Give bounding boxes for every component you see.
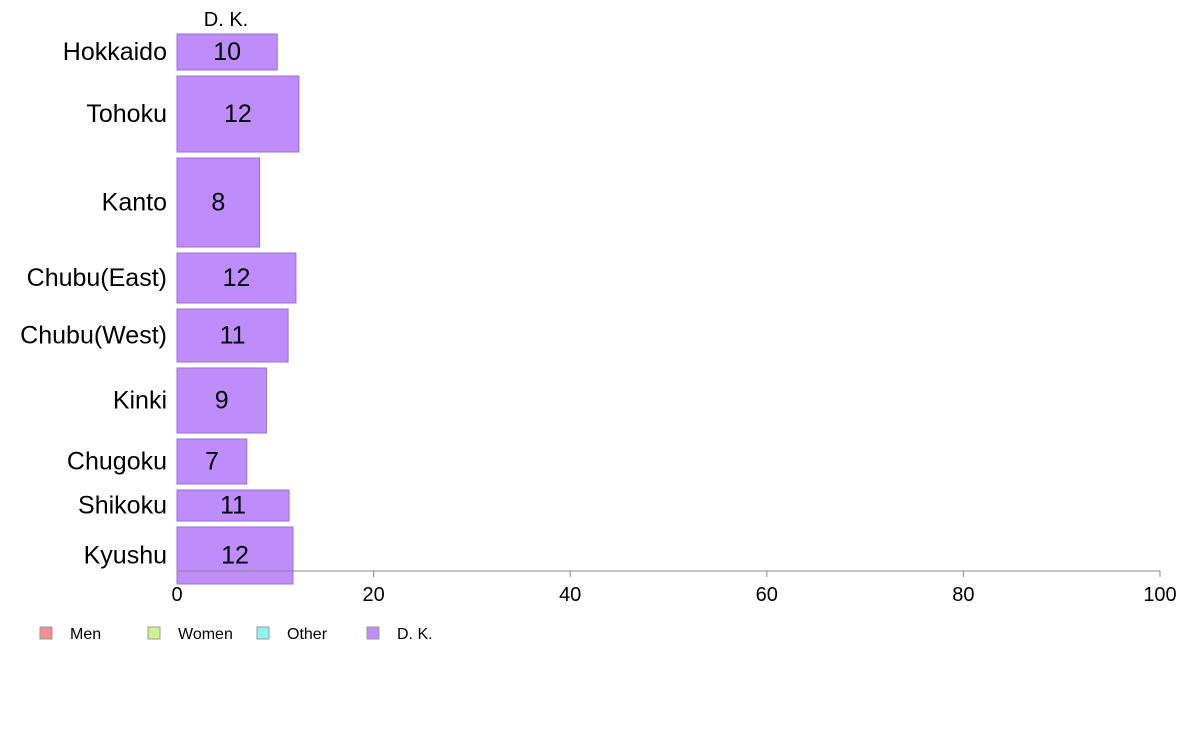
legend-swatch: [366, 626, 380, 640]
category-label: Tohoku: [86, 100, 167, 128]
category-label: Kinki: [113, 387, 167, 415]
x-tick-label: 100: [1143, 584, 1176, 606]
bar-value-label: 8: [211, 189, 225, 217]
legend-label: Women: [178, 626, 233, 643]
legend-label: D. K.: [397, 626, 433, 643]
x-tick-label: 20: [362, 584, 384, 606]
series-header: D. K.: [204, 9, 248, 31]
bar-value-label: 11: [220, 322, 246, 350]
bar-d-k--shikoku: [176, 489, 290, 522]
x-axis: 0 20 40 60 80 100: [171, 570, 1177, 606]
bar-d-k--kanto: [176, 157, 261, 248]
legend-swatch: [256, 626, 270, 640]
bar-value-label: 12: [224, 100, 252, 128]
legend-swatch: [147, 626, 161, 640]
category-label: Shikoku: [78, 492, 167, 520]
bar-d-k--chugoku: [176, 438, 248, 485]
category-label: Kanto: [102, 189, 167, 217]
bar-value-label: 10: [213, 38, 241, 66]
bar-value-label: 9: [215, 387, 229, 415]
category-label: Chubu(West): [20, 322, 167, 350]
legend-label: Men: [70, 626, 101, 643]
bar-d-k--kinki: [176, 367, 267, 434]
x-tick-label: 60: [756, 584, 778, 606]
category-labels: Hokkaido Tohoku Kanto Chubu(East) Chubu(West…: [20, 38, 167, 570]
bar-value-label: 11: [220, 492, 246, 520]
bar-value-label: 12: [221, 542, 249, 570]
bar-d-k--chubu-west-: [176, 308, 289, 363]
category-label: Hokkaido: [63, 38, 167, 66]
bar-d-k--tohoku: [176, 75, 300, 153]
bar-d-k--hokkaido: [176, 33, 278, 71]
legend: Men Women Other D. K.: [39, 626, 433, 643]
category-label: Kyushu: [84, 542, 167, 570]
x-tick-label: 80: [952, 584, 974, 606]
x-tick-label: 0: [171, 584, 182, 606]
bar-d-k--chubu-east-: [176, 252, 297, 304]
bar-value-label: 12: [223, 264, 251, 292]
bar-value-label: 7: [205, 448, 219, 476]
category-label: Chugoku: [67, 448, 167, 476]
category-label: Chubu(East): [27, 264, 167, 292]
bar-d-k--kyushu: [176, 526, 294, 585]
legend-label: Other: [287, 626, 328, 643]
x-tick-label: 40: [559, 584, 581, 606]
legend-swatch: [39, 626, 53, 640]
